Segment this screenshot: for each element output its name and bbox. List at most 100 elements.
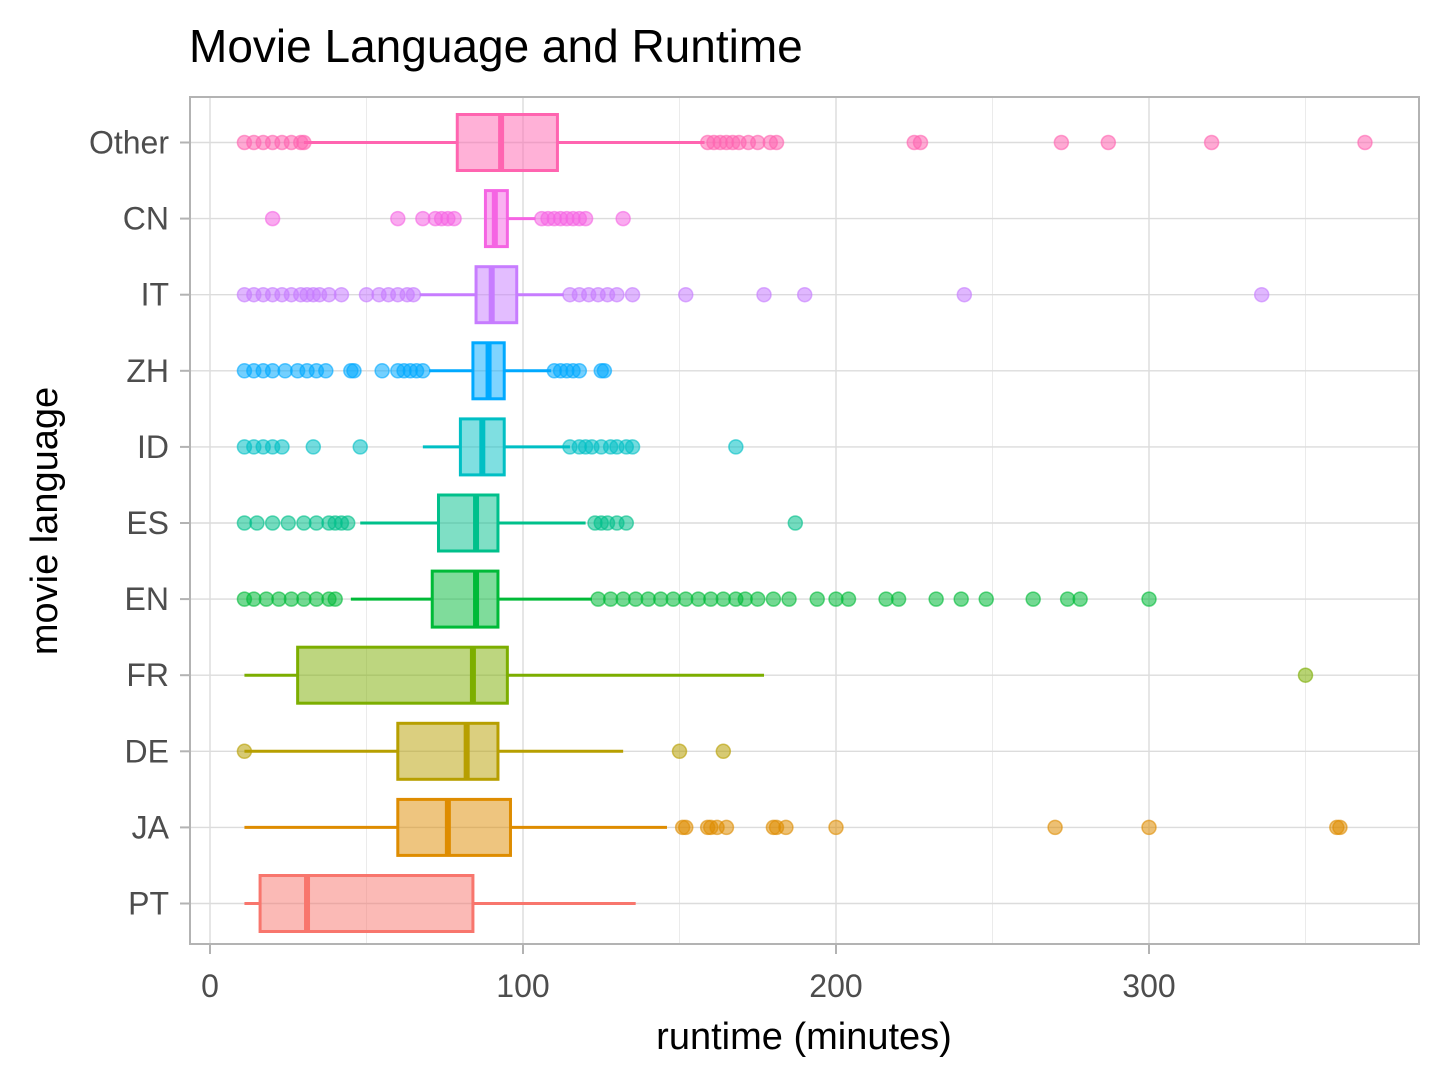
outlier-point bbox=[1025, 591, 1041, 607]
outlier-point bbox=[333, 286, 350, 303]
outlier-point bbox=[596, 363, 613, 379]
outlier-point bbox=[618, 515, 635, 531]
outlier-point bbox=[249, 515, 265, 531]
outlier-point bbox=[1100, 134, 1117, 151]
outlier-point bbox=[718, 819, 735, 836]
y-tick-label: ZH bbox=[126, 353, 169, 389]
box bbox=[455, 113, 559, 172]
outlier-point bbox=[768, 134, 785, 151]
outlier-point bbox=[928, 591, 944, 607]
outlier-point bbox=[1253, 286, 1270, 303]
outlier-point bbox=[778, 819, 794, 836]
outlier-point bbox=[828, 819, 844, 836]
outlier-point bbox=[890, 591, 907, 607]
y-tick-label: EN bbox=[125, 581, 169, 617]
boxplot-fr bbox=[244, 645, 1314, 705]
outlier-point bbox=[756, 286, 772, 303]
x-tick-label: 0 bbox=[201, 968, 219, 1004]
boxplot-es bbox=[236, 493, 804, 553]
box bbox=[396, 797, 512, 857]
outlier-point bbox=[415, 363, 431, 379]
outlier-point bbox=[953, 591, 969, 607]
outlier-point bbox=[809, 591, 825, 607]
box-layer bbox=[236, 113, 1373, 933]
outlier-point bbox=[765, 591, 782, 607]
outlier-point bbox=[787, 515, 804, 531]
y-tick-label: IT bbox=[141, 277, 169, 313]
outlier-point bbox=[624, 439, 641, 455]
boxplot-id bbox=[236, 417, 744, 477]
y-tick-label: ES bbox=[126, 505, 169, 541]
outlier-point bbox=[374, 363, 390, 379]
outlier-point bbox=[624, 286, 641, 303]
x-axis-title: runtime (minutes) bbox=[656, 1016, 952, 1058]
outlier-point bbox=[280, 515, 296, 531]
outlier-point bbox=[264, 210, 281, 227]
outlier-point bbox=[274, 439, 290, 455]
outlier-point bbox=[678, 286, 694, 303]
boxplot-cn bbox=[264, 189, 631, 249]
outlier-point bbox=[390, 210, 406, 227]
boxplot-de bbox=[236, 721, 732, 781]
outlier-point bbox=[1357, 134, 1373, 151]
outlier-point bbox=[571, 363, 588, 379]
box bbox=[436, 493, 500, 553]
box bbox=[430, 569, 500, 629]
boxplot-ja bbox=[244, 797, 1348, 857]
y-tick-label: CN bbox=[123, 201, 169, 237]
y-tick-label: JA bbox=[132, 809, 170, 845]
boxplot-other bbox=[236, 113, 1373, 172]
box bbox=[396, 721, 500, 781]
outlier-point bbox=[750, 591, 766, 607]
y-tick-label: Other bbox=[89, 125, 169, 161]
outlier-point bbox=[781, 591, 797, 607]
y-tick-label: FR bbox=[126, 657, 169, 693]
x-tick-label: 100 bbox=[496, 968, 549, 1004]
outlier-point bbox=[236, 743, 253, 760]
x-tick-label: 200 bbox=[809, 968, 862, 1004]
boxplot-pt bbox=[244, 874, 636, 933]
outlier-point bbox=[678, 819, 694, 836]
outlier-point bbox=[1047, 819, 1063, 836]
outlier-point bbox=[446, 210, 462, 227]
y-axis-title: movie language bbox=[24, 387, 66, 655]
y-tick-label: PT bbox=[128, 886, 169, 922]
outlier-point bbox=[577, 210, 594, 227]
outlier-point bbox=[1053, 134, 1070, 151]
outlier-point bbox=[1072, 591, 1088, 607]
outlier-point bbox=[1141, 819, 1157, 836]
boxplot-it bbox=[236, 265, 1270, 325]
panel-border bbox=[189, 96, 1420, 945]
outlier-point bbox=[956, 286, 973, 303]
outlier-point bbox=[318, 363, 334, 379]
axis-layer: PT JA DE FR EN ES ID ZH IT CN Other 0 100 200 300 bbox=[89, 125, 1176, 1005]
outlier-point bbox=[728, 439, 744, 455]
outlier-point bbox=[796, 286, 813, 303]
outlier-point bbox=[912, 134, 929, 151]
outlier-point bbox=[296, 134, 312, 151]
outlier-point bbox=[978, 591, 994, 607]
outlier-point bbox=[1141, 591, 1157, 607]
outlier-point bbox=[352, 439, 368, 455]
boxplot-en bbox=[236, 569, 1157, 629]
outlier-point bbox=[305, 439, 322, 455]
outlier-point bbox=[1332, 819, 1348, 836]
outlier-point bbox=[264, 515, 281, 531]
outlier-point bbox=[339, 515, 356, 531]
outlier-point bbox=[671, 743, 688, 760]
outlier-point bbox=[715, 743, 732, 760]
outlier-point bbox=[327, 591, 343, 607]
outlier-point bbox=[615, 210, 631, 227]
box bbox=[474, 265, 519, 325]
outlier-point bbox=[346, 363, 362, 379]
grid-layer bbox=[190, 97, 1419, 944]
outlier-point bbox=[1203, 134, 1220, 151]
box bbox=[258, 874, 475, 933]
outlier-point bbox=[840, 591, 857, 607]
y-tick-label: DE bbox=[125, 733, 169, 769]
chart-title: Movie Language and Runtime bbox=[189, 20, 803, 72]
y-tick-label: ID bbox=[137, 429, 169, 465]
x-tick-label: 300 bbox=[1122, 968, 1175, 1004]
outlier-point bbox=[405, 286, 422, 303]
